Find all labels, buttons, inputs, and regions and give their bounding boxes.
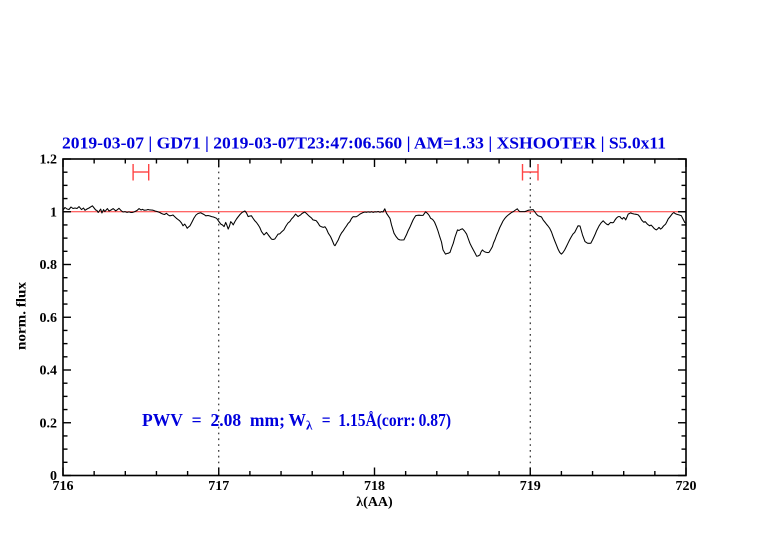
svg-text:λ(AA): λ(AA) xyxy=(356,495,393,510)
svg-text:0.2: 0.2 xyxy=(40,416,58,431)
svg-text:λ: λ xyxy=(306,418,313,433)
svg-text:2019-03-07 | GD71 | 2019-03-07: 2019-03-07 | GD71 | 2019-03-07T23:47:06.… xyxy=(62,134,666,153)
svg-text:720: 720 xyxy=(676,479,697,494)
svg-text:0.6: 0.6 xyxy=(40,311,58,326)
svg-text:716: 716 xyxy=(53,479,74,494)
svg-text:717: 717 xyxy=(208,479,229,494)
svg-text:718: 718 xyxy=(364,479,385,494)
svg-text:1: 1 xyxy=(50,205,57,220)
svg-text:1.2: 1.2 xyxy=(40,153,58,168)
svg-text:0: 0 xyxy=(50,469,57,484)
svg-text:0.8: 0.8 xyxy=(40,258,58,273)
svg-text:PWV = 2.08 mm; W: PWV = 2.08 mm; W xyxy=(142,410,306,430)
svg-text:719: 719 xyxy=(520,479,541,494)
svg-text:= 1.15Å(corr: 0.87): = 1.15Å(corr: 0.87) xyxy=(314,410,451,431)
svg-text:norm. flux: norm. flux xyxy=(14,282,29,350)
svg-text:0.4: 0.4 xyxy=(40,364,58,379)
